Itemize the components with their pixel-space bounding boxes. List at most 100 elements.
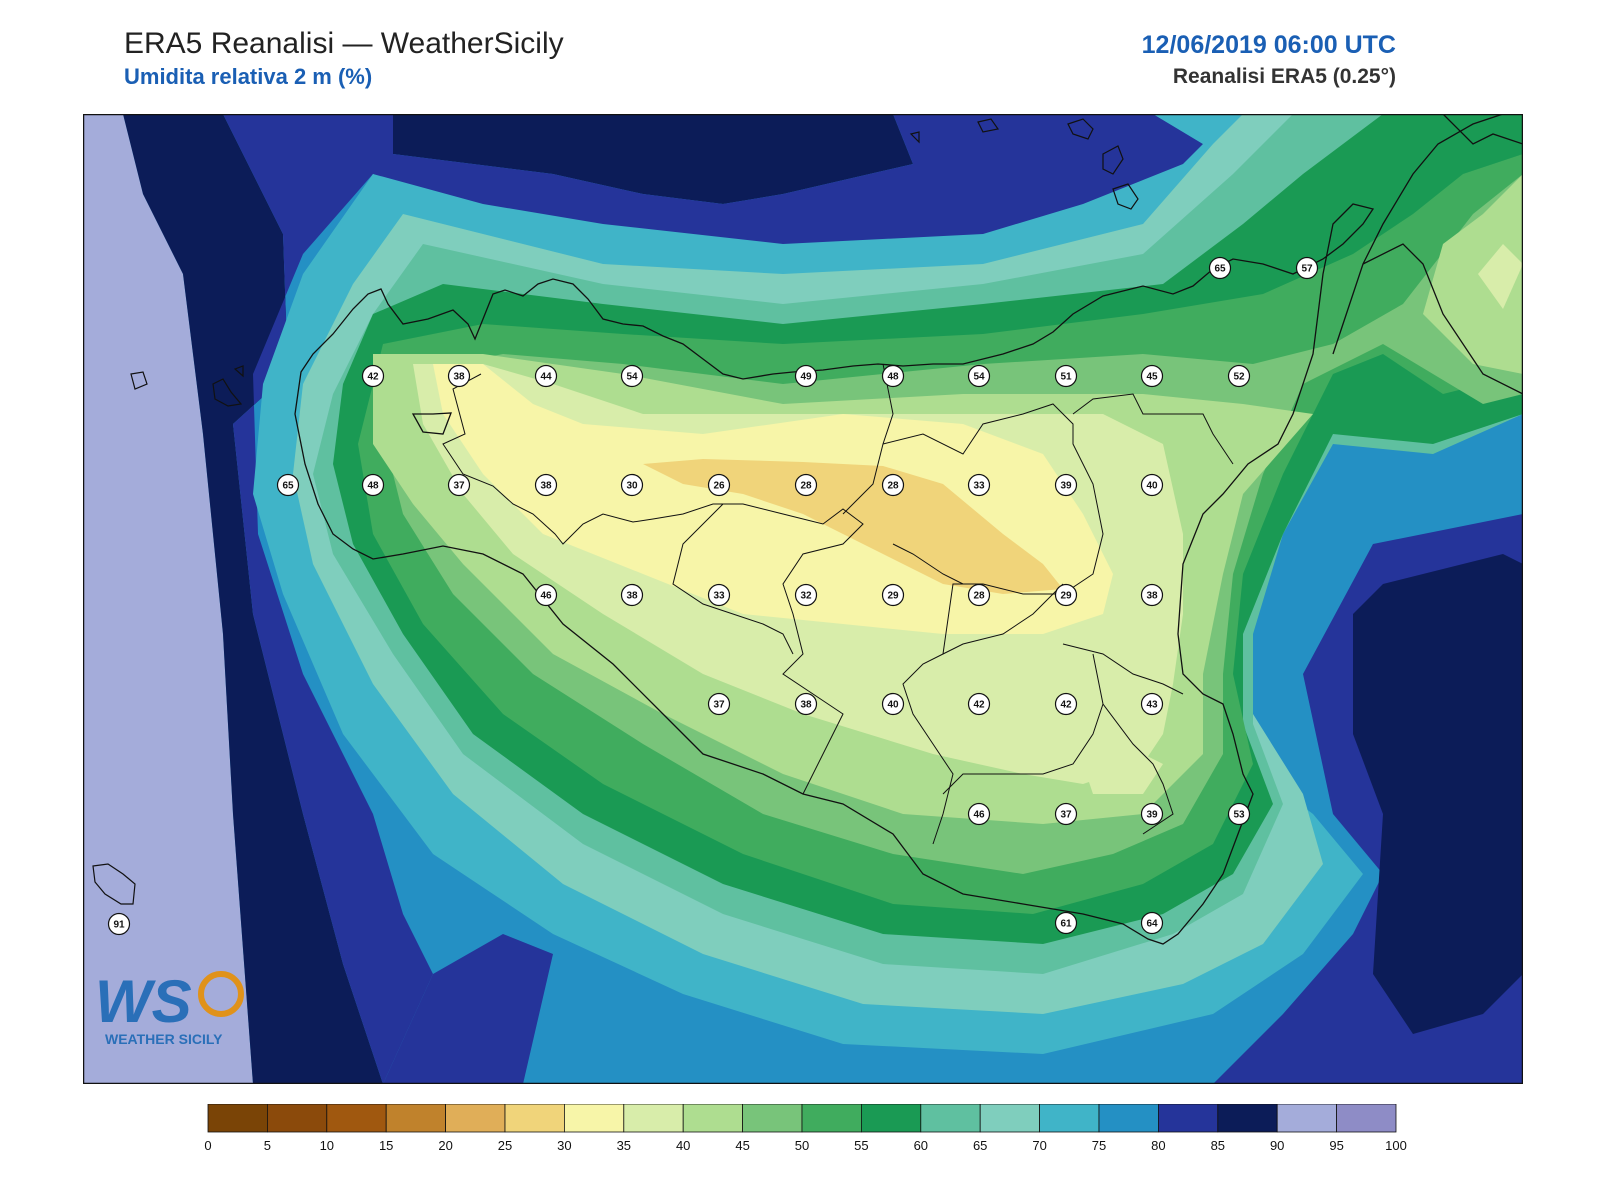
colorbar-tick-label: 30 xyxy=(557,1138,571,1153)
value-label: 91 xyxy=(107,912,131,936)
value-label-marker xyxy=(881,473,905,497)
value-label-text: 38 xyxy=(540,481,552,492)
header-right: 12/06/2019 06:00 UTC Reanalisi ERA5 (0.2… xyxy=(1142,28,1396,92)
value-label: 38 xyxy=(794,692,818,716)
value-label-text: 42 xyxy=(1060,700,1072,711)
value-label-marker xyxy=(1054,583,1078,607)
colorbar-tick-label: 15 xyxy=(379,1138,393,1153)
value-label-text: 37 xyxy=(453,481,465,492)
value-label-text: 46 xyxy=(540,591,552,602)
value-label-text: 28 xyxy=(887,481,899,492)
value-label-text: 33 xyxy=(973,481,985,492)
value-label-marker xyxy=(620,364,644,388)
colorbar-swatch xyxy=(1217,1104,1278,1133)
colorbar-swatch xyxy=(920,1104,981,1133)
humidity-band-85-90-north xyxy=(393,114,913,204)
colorbar-tick-label: 45 xyxy=(735,1138,749,1153)
colorbar-swatch xyxy=(682,1104,744,1133)
colorbar-swatch xyxy=(267,1104,328,1133)
value-label: 42 xyxy=(1054,692,1078,716)
value-label: 57 xyxy=(1295,256,1319,280)
value-label: 54 xyxy=(620,364,644,388)
value-label-text: 52 xyxy=(1233,372,1245,383)
logo-letters: WS xyxy=(95,968,192,1035)
value-label-marker xyxy=(1140,802,1164,826)
header-left: ERA5 Reanalisi — WeatherSicily Umidita r… xyxy=(124,26,564,92)
value-label: 29 xyxy=(881,583,905,607)
value-label-marker xyxy=(881,364,905,388)
value-label: 38 xyxy=(620,583,644,607)
value-label-text: 33 xyxy=(713,591,725,602)
colorbar-tick-label: 85 xyxy=(1211,1138,1225,1153)
value-label-text: 38 xyxy=(453,372,465,383)
value-label: 26 xyxy=(707,473,731,497)
value-label-marker xyxy=(447,364,471,388)
value-label-marker xyxy=(1054,911,1078,935)
colorbar-tick-label: 10 xyxy=(320,1138,334,1153)
colorbar-swatch xyxy=(1098,1104,1159,1133)
colorbar-tick-label: 65 xyxy=(973,1138,987,1153)
value-label-marker xyxy=(967,473,991,497)
value-label-marker xyxy=(1140,583,1164,607)
humidity-band-85-90 xyxy=(123,114,383,1084)
colorbar-swatch xyxy=(563,1104,625,1133)
value-label-marker xyxy=(881,583,905,607)
value-label-text: 57 xyxy=(1301,264,1313,275)
value-label: 49 xyxy=(794,364,818,388)
value-label-marker xyxy=(1227,802,1251,826)
colorbar-swatch xyxy=(742,1104,803,1133)
colorbar-tick-label: 80 xyxy=(1151,1138,1165,1153)
humidity-band-25-30 xyxy=(643,459,1063,594)
value-label: 37 xyxy=(447,473,471,497)
value-label-marker xyxy=(794,364,818,388)
humidity-band-35-40-south xyxy=(1083,744,1163,794)
value-label-text: 43 xyxy=(1146,700,1158,711)
value-label-marker xyxy=(361,473,385,497)
value-label: 65 xyxy=(276,473,300,497)
value-label-text: 40 xyxy=(1146,481,1158,492)
value-label: 45 xyxy=(1140,364,1164,388)
colorbar-tick-label: 70 xyxy=(1032,1138,1046,1153)
value-label: 38 xyxy=(534,473,558,497)
value-label-text: 39 xyxy=(1146,810,1158,821)
value-label: 29 xyxy=(1054,583,1078,607)
humidity-band-35-40-east xyxy=(1478,244,1523,309)
colorbar-tick-label: 55 xyxy=(854,1138,868,1153)
value-label: 40 xyxy=(1140,473,1164,497)
colorbar: 0 5 10 15 20 25 30 35 40 45 50 55 60 65 70 75 80 85 90 95 10… xyxy=(204,1104,1407,1153)
value-label-marker xyxy=(361,364,385,388)
colorbar-tick-label: 100 xyxy=(1385,1138,1407,1153)
colorbar-tick-label: 40 xyxy=(676,1138,690,1153)
value-label: 42 xyxy=(361,364,385,388)
value-label: 39 xyxy=(1140,802,1164,826)
value-label-marker xyxy=(1140,364,1164,388)
value-label-marker xyxy=(967,583,991,607)
value-label: 33 xyxy=(967,473,991,497)
colorbar-swatch xyxy=(861,1104,922,1133)
value-label-text: 48 xyxy=(887,372,899,383)
map-title: ERA5 Reanalisi — WeatherSicily xyxy=(124,27,564,60)
value-label: 46 xyxy=(534,583,558,607)
value-label: 40 xyxy=(881,692,905,716)
value-label: 32 xyxy=(794,583,818,607)
value-label-text: 42 xyxy=(367,372,379,383)
colorbar-swatch xyxy=(1336,1104,1397,1133)
humidity-spot-east xyxy=(1448,744,1493,824)
value-label-marker xyxy=(534,473,558,497)
map-frame xyxy=(83,114,1523,1084)
value-label-text: 54 xyxy=(973,372,985,383)
value-label-text: 38 xyxy=(626,591,638,602)
colorbar-swatch xyxy=(623,1104,684,1133)
value-label-marker xyxy=(1295,256,1319,280)
colorbar-tick-label: 50 xyxy=(795,1138,809,1153)
value-label-text: 51 xyxy=(1060,372,1072,383)
value-label-marker xyxy=(881,692,905,716)
value-label-text: 42 xyxy=(973,700,985,711)
value-label: 46 xyxy=(967,802,991,826)
logo-text: WEATHER SICILY xyxy=(105,1031,223,1047)
value-label-text: 29 xyxy=(887,591,899,602)
colorbar-swatch xyxy=(1039,1104,1100,1133)
value-label: 64 xyxy=(1140,911,1164,935)
value-label-text: 54 xyxy=(626,372,638,383)
colorbar-swatch xyxy=(385,1104,446,1133)
